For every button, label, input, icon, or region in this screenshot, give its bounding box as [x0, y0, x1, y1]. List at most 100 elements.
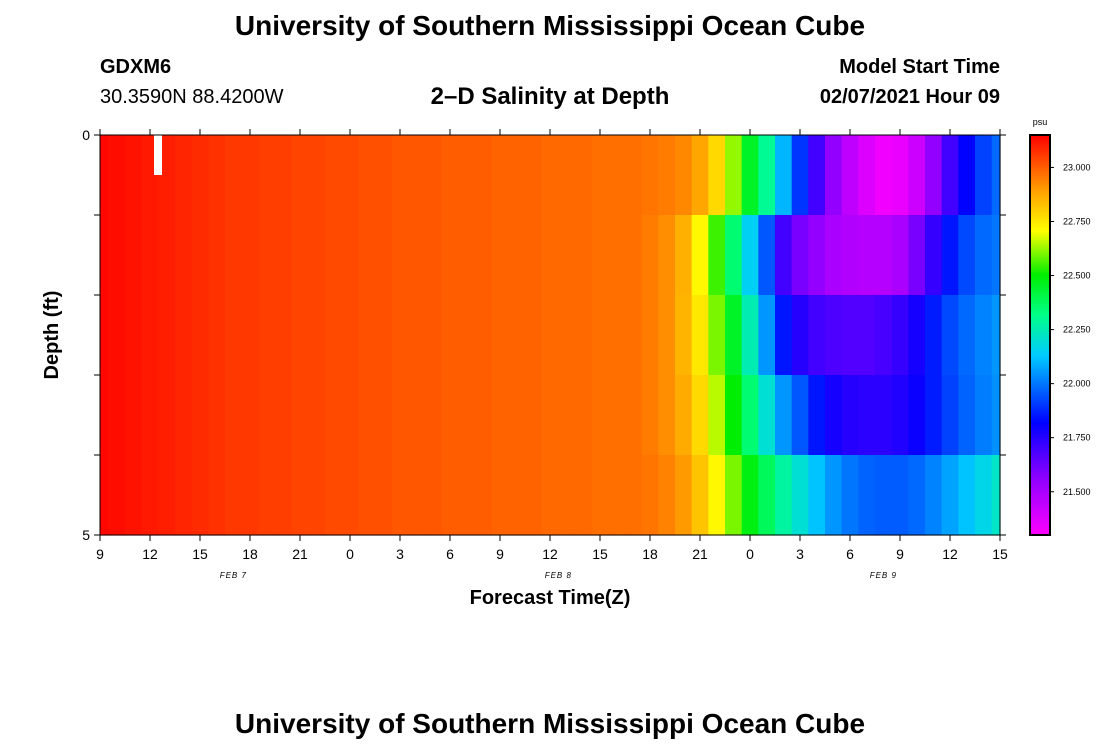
heatmap-cell — [891, 295, 909, 376]
heatmap-cell — [225, 455, 243, 536]
x-tick-label: 18 — [242, 546, 258, 562]
heatmap-cell — [841, 135, 859, 216]
x-axis: 9 12 15 18 21 0 3 6 9 12 15 18 21 0 3 6 9 12 15 FEB 7 FEB 8 F… — [96, 129, 1008, 580]
heatmap-cell — [875, 135, 893, 216]
heatmap-cell — [725, 455, 743, 536]
x-tick-label: 15 — [992, 546, 1008, 562]
heatmap-cell — [141, 295, 159, 376]
heatmap-cell — [241, 215, 259, 296]
heatmap-cell — [158, 135, 176, 216]
heatmap-cell — [375, 295, 393, 376]
heatmap-cell — [975, 295, 993, 376]
heatmap-cell — [325, 295, 343, 376]
heatmap-cell — [725, 295, 743, 376]
heatmap-cell — [508, 455, 526, 536]
heatmap-cell — [391, 215, 409, 296]
heatmap-cell — [425, 455, 443, 536]
heatmap-cell — [808, 375, 826, 456]
heatmap-cell — [691, 135, 709, 216]
heatmap-cell — [241, 295, 259, 376]
heatmap-cell — [275, 455, 293, 536]
heatmap-cell — [791, 135, 809, 216]
heatmap-cell — [741, 135, 759, 216]
heatmap-cell — [441, 135, 459, 216]
heatmap-cell — [958, 135, 976, 216]
heatmap-cell — [141, 375, 159, 456]
heatmap-cell — [775, 215, 793, 296]
colorbar-tick-label: 22.750 — [1063, 216, 1091, 226]
heatmap-cell — [558, 295, 576, 376]
x-tick-label: 12 — [142, 546, 158, 562]
heatmap-cell — [475, 215, 493, 296]
x-tick-label: 12 — [542, 546, 558, 562]
heatmap-cell — [125, 135, 143, 216]
heatmap-cell — [291, 215, 309, 296]
heatmap-cell — [641, 455, 659, 536]
x-tick-label: 6 — [446, 546, 454, 562]
heatmap-cell — [175, 375, 193, 456]
heatmap-cell — [691, 455, 709, 536]
heatmap-cell — [258, 375, 276, 456]
heatmap-cell — [558, 455, 576, 536]
heatmap-cell — [641, 295, 659, 376]
heatmap-cell — [358, 135, 376, 216]
heatmap-cell — [958, 455, 976, 536]
heatmap-cell — [175, 215, 193, 296]
heatmap-cell — [575, 295, 593, 376]
heatmap-cell — [858, 135, 876, 216]
heatmap-cell — [408, 135, 426, 216]
heatmap-cell — [541, 215, 559, 296]
heatmap-cell — [808, 135, 826, 216]
heatmap-cell — [908, 215, 926, 296]
heatmap-cell — [225, 295, 243, 376]
heatmap-cell — [675, 215, 693, 296]
heatmap-cell — [341, 455, 359, 536]
heatmap-cell — [375, 135, 393, 216]
heatmap-cell — [991, 375, 1001, 456]
heatmap-cell — [491, 375, 509, 456]
station-coords: 30.3590N 88.4200W — [100, 86, 284, 108]
heatmap-cell — [941, 295, 959, 376]
heatmap-cell — [891, 455, 909, 536]
x-tick-label: 3 — [396, 546, 404, 562]
heatmap-cell — [558, 375, 576, 456]
heatmap-cell — [841, 295, 859, 376]
heatmap-cell — [175, 455, 193, 536]
heatmap-cell — [391, 295, 409, 376]
heatmap-cell — [191, 375, 209, 456]
heatmap-cell — [575, 135, 593, 216]
heatmap-cell — [658, 455, 676, 536]
heatmap-cell — [391, 455, 409, 536]
heatmap-cell — [925, 455, 943, 536]
heatmap-cell — [541, 295, 559, 376]
heatmap-cell — [525, 215, 543, 296]
heatmap-cell — [825, 215, 843, 296]
heatmap-cell — [100, 455, 109, 536]
heatmap-cell — [991, 135, 1001, 216]
heatmap-cell — [191, 135, 209, 216]
heatmap-cell — [491, 215, 509, 296]
date-label: FEB 8 — [545, 571, 572, 580]
heatmap-cell — [841, 375, 859, 456]
heatmap-cell — [608, 375, 626, 456]
heatmap-cell — [458, 135, 476, 216]
heatmap-cell — [958, 295, 976, 376]
heatmap-cell — [508, 135, 526, 216]
heatmap-cell — [108, 135, 126, 216]
heatmap-cell — [191, 215, 209, 296]
heatmap-cell — [641, 135, 659, 216]
heatmap-cell — [625, 215, 643, 296]
y-tick-label: 5 — [82, 527, 90, 543]
heatmap-cell — [791, 455, 809, 536]
heatmap-cell — [125, 455, 143, 536]
heatmap-cell — [425, 375, 443, 456]
heatmap-cell — [558, 135, 576, 216]
model-start-label: Model Start Time — [839, 56, 1000, 78]
heatmap-cell — [758, 215, 776, 296]
heatmap-cell — [808, 215, 826, 296]
missing-data-gap — [154, 135, 162, 175]
x-tick-label: 21 — [292, 546, 308, 562]
heatmap-cell — [625, 135, 643, 216]
heatmap-cell — [325, 135, 343, 216]
heatmap-cell — [875, 455, 893, 536]
